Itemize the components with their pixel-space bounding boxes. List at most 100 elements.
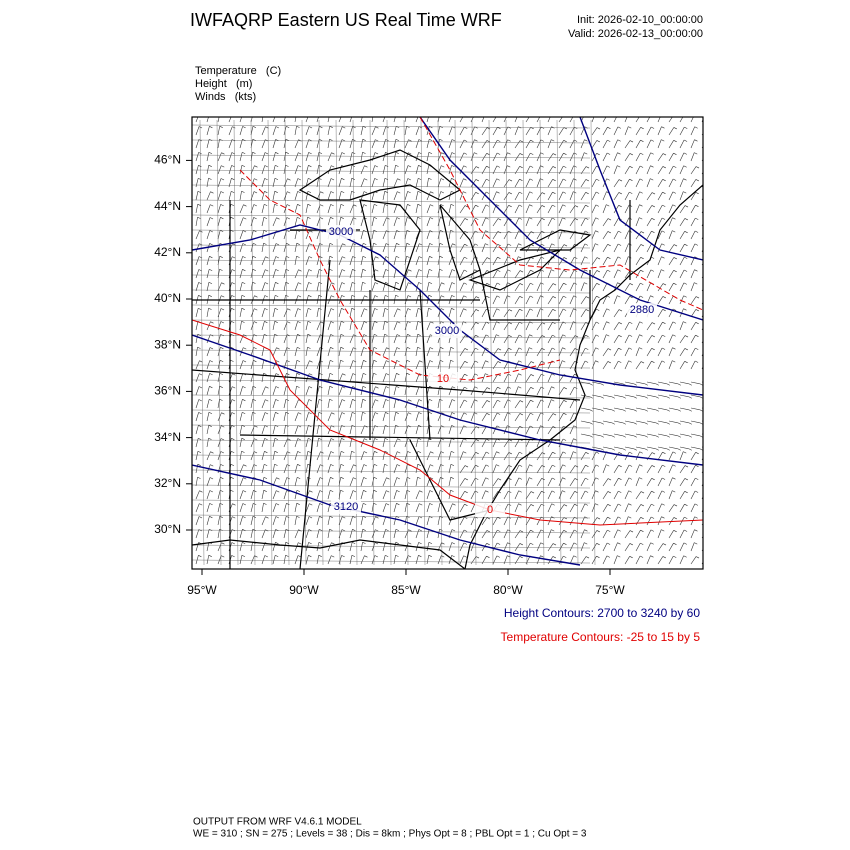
wind-barb xyxy=(470,426,477,435)
wind-barb xyxy=(525,477,530,487)
wind-barb xyxy=(217,165,222,175)
wind-barb xyxy=(316,438,319,448)
wind-barb xyxy=(679,394,689,398)
wind-barb xyxy=(250,451,255,461)
wind-barb xyxy=(272,165,276,175)
wind-barb xyxy=(261,308,265,318)
wind-barb xyxy=(349,438,353,448)
wind-barb xyxy=(497,478,502,481)
wind-barb xyxy=(646,381,656,385)
wind-barb xyxy=(562,464,566,467)
wind-barb xyxy=(341,152,345,155)
wind-barb xyxy=(415,477,418,487)
wind-barb xyxy=(331,152,335,155)
wind-barb xyxy=(519,296,523,299)
wind-barb xyxy=(294,464,298,474)
wind-barb xyxy=(584,542,588,545)
wind-barb xyxy=(679,542,685,552)
wind-barb xyxy=(695,204,699,207)
wind-barb xyxy=(540,152,544,155)
wind-barb xyxy=(448,516,453,526)
wind-barb xyxy=(525,191,530,201)
wind-barb xyxy=(508,205,512,208)
wind-barb xyxy=(547,503,552,513)
county-line xyxy=(267,119,273,566)
wind-barb xyxy=(657,256,662,266)
wind-barb xyxy=(640,269,644,272)
wind-barb xyxy=(404,139,409,149)
wind-barb xyxy=(683,282,688,285)
wind-barb xyxy=(305,438,309,448)
wind-barb xyxy=(426,555,430,565)
wind-barb xyxy=(294,529,299,539)
wind-barb xyxy=(694,243,699,246)
wind-barb xyxy=(294,321,298,331)
wind-barb xyxy=(690,335,696,344)
wind-barb xyxy=(485,347,489,350)
wind-barb xyxy=(633,396,637,399)
wind-barb xyxy=(384,307,389,310)
wind-barb xyxy=(519,140,524,143)
wind-barb xyxy=(525,387,531,396)
wind-barb xyxy=(481,117,485,123)
wind-barb xyxy=(305,282,309,292)
wind-barb xyxy=(629,451,633,454)
wind-barb xyxy=(463,178,467,181)
wind-barb xyxy=(496,542,501,545)
wind-barb xyxy=(239,256,243,266)
wind-barb xyxy=(448,269,453,279)
wind-barb xyxy=(294,477,298,487)
wind-barb xyxy=(283,217,288,227)
wind-barb xyxy=(429,399,433,402)
wind-barb xyxy=(540,529,545,532)
field-name: Temperature (C) xyxy=(195,65,281,77)
wind-barb xyxy=(629,543,633,546)
wind-barb xyxy=(195,425,199,435)
wind-barb xyxy=(602,244,608,253)
wind-barb xyxy=(327,438,332,448)
wind-barb xyxy=(613,360,619,370)
wind-barb xyxy=(318,294,322,297)
wind-barb xyxy=(198,126,203,129)
wind-barb xyxy=(463,269,468,272)
wind-barb xyxy=(646,152,651,162)
wind-barb xyxy=(252,125,257,128)
wind-barb xyxy=(602,204,607,214)
wind-barb xyxy=(580,217,586,227)
wind-barb xyxy=(679,433,689,437)
wind-barb xyxy=(341,191,345,194)
wind-barb xyxy=(384,190,388,193)
wind-barb xyxy=(439,268,443,271)
wind-barb xyxy=(569,491,575,500)
wind-barb xyxy=(283,438,288,448)
wind-barb xyxy=(316,117,319,123)
wind-barb xyxy=(327,386,331,396)
wind-barb xyxy=(617,139,621,142)
wind-barb xyxy=(607,491,611,494)
wind-barb xyxy=(448,217,452,227)
wind-barb xyxy=(672,451,677,454)
wind-barb xyxy=(371,477,375,487)
wind-barb xyxy=(518,243,522,246)
wind-barb xyxy=(591,243,596,253)
wind-barb xyxy=(530,387,534,390)
wind-barb xyxy=(585,192,589,195)
wind-barb xyxy=(396,347,400,350)
wind-barb xyxy=(285,528,290,531)
county-line xyxy=(192,304,591,309)
wind-barb xyxy=(606,321,610,324)
wind-barb xyxy=(418,542,422,545)
wind-barb xyxy=(573,529,578,532)
wind-barb xyxy=(242,256,246,259)
wind-barb xyxy=(198,412,202,415)
wind-barb xyxy=(514,490,519,500)
wind-barb xyxy=(219,255,223,258)
wind-barb xyxy=(382,347,387,357)
wind-barb xyxy=(448,503,453,513)
wind-barb xyxy=(276,490,280,493)
wind-barb xyxy=(338,117,342,123)
wind-barb xyxy=(250,217,254,227)
wind-barb xyxy=(217,217,221,227)
county-line xyxy=(437,119,443,566)
wind-barb xyxy=(298,269,302,272)
